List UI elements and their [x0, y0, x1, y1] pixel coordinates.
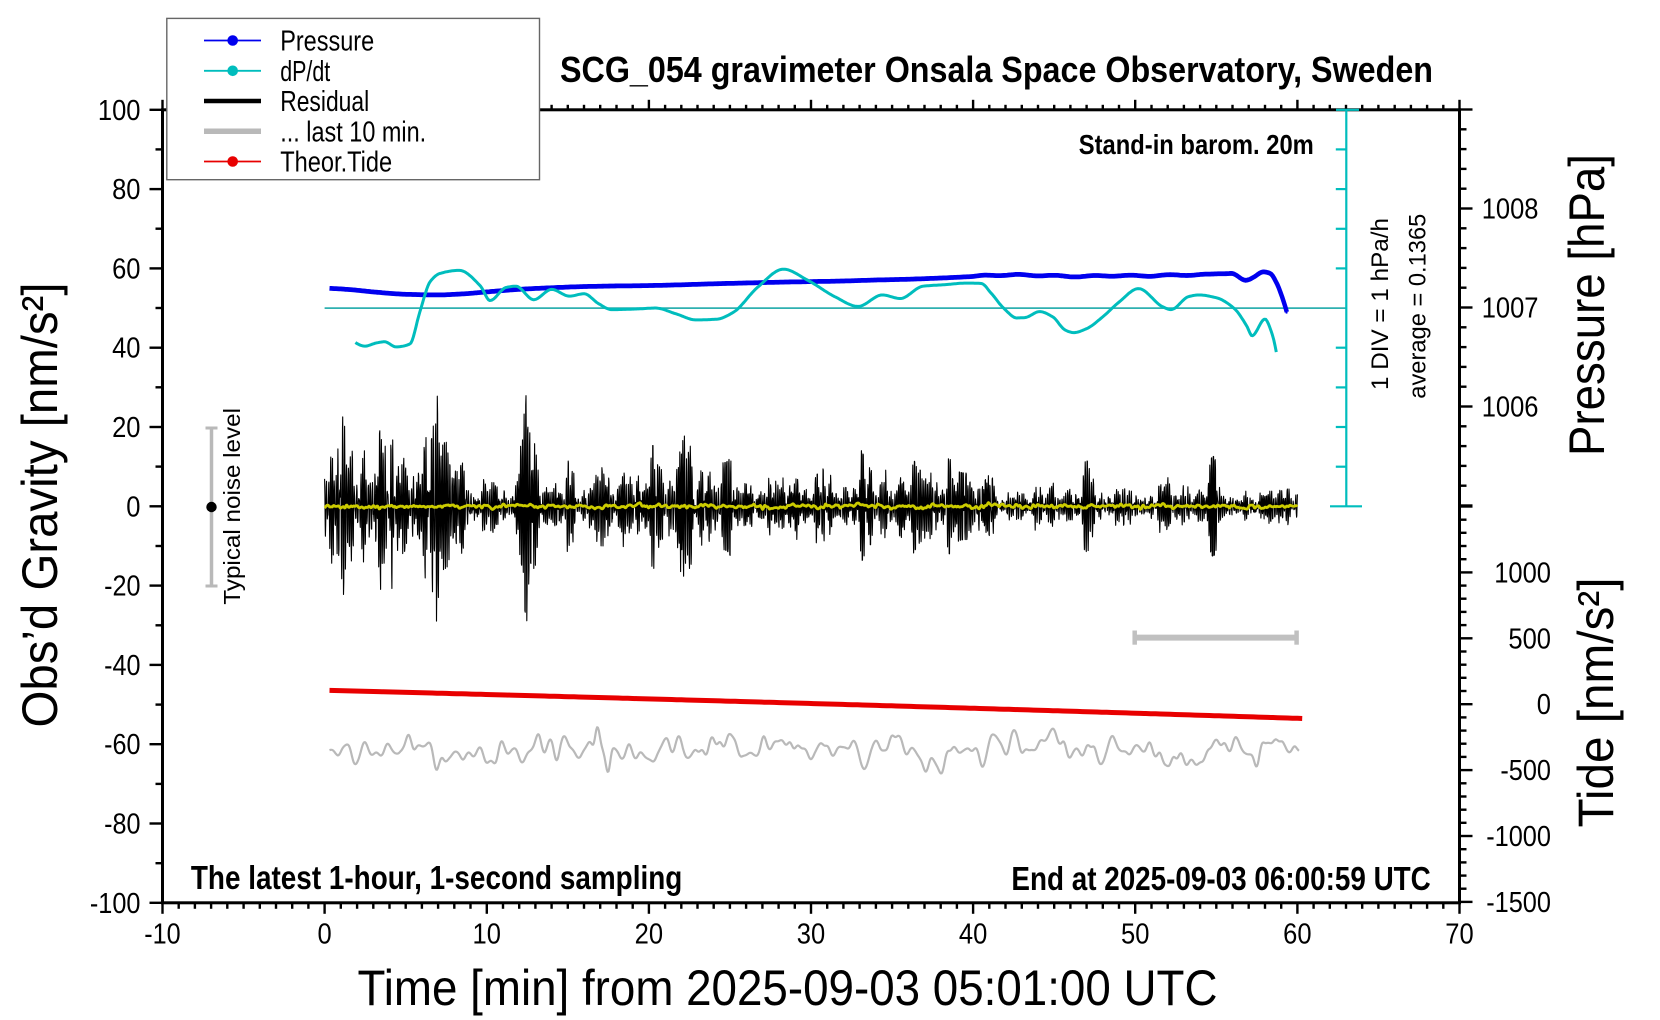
svg-text:40: 40	[959, 919, 987, 951]
svg-text:20: 20	[112, 412, 140, 444]
svg-text:100: 100	[98, 95, 141, 127]
svg-text:SCG_054 gravimeter Onsala Spac: SCG_054 gravimeter Onsala Space Observat…	[560, 49, 1433, 90]
svg-text:The latest 1-hour, 1-second sa: The latest 1-hour, 1-second sampling	[191, 859, 682, 896]
svg-text:Time [min] from 2025-09-03 05:: Time [min] from 2025-09-03 05:01:00 UTC	[358, 960, 1218, 1016]
svg-text:Tide [nm/s²]: Tide [nm/s²]	[1568, 578, 1624, 828]
svg-text:10: 10	[473, 919, 501, 951]
svg-text:-20: -20	[104, 571, 140, 603]
svg-text:0: 0	[318, 919, 332, 951]
svg-text:60: 60	[1283, 919, 1311, 951]
svg-text:... last 10 min.: ... last 10 min.	[280, 116, 426, 148]
svg-text:-10: -10	[144, 919, 180, 951]
svg-text:average = 0.1365: average = 0.1365	[1405, 214, 1432, 399]
svg-text:Typical noise level: Typical noise level	[219, 408, 245, 605]
svg-text:-500: -500	[1500, 755, 1551, 787]
svg-text:Residual: Residual	[280, 86, 369, 118]
svg-text:-1500: -1500	[1486, 887, 1551, 919]
svg-text:-1000: -1000	[1486, 821, 1551, 853]
svg-text:0: 0	[126, 491, 140, 523]
svg-text:-100: -100	[90, 888, 141, 920]
svg-text:End at 2025-09-03 06:00:59 UTC: End at 2025-09-03 06:00:59 UTC	[1011, 860, 1430, 897]
svg-text:Pressure: Pressure	[280, 26, 374, 58]
svg-text:1000: 1000	[1494, 557, 1551, 589]
svg-text:1008: 1008	[1482, 194, 1539, 226]
svg-text:60: 60	[112, 253, 140, 285]
svg-text:1007: 1007	[1482, 293, 1539, 325]
svg-text:50: 50	[1121, 919, 1149, 951]
svg-text:20: 20	[635, 919, 663, 951]
svg-text:Pressure [hPa]: Pressure [hPa]	[1559, 154, 1615, 456]
svg-text:Obs’d Gravity [nm/s²]: Obs’d Gravity [nm/s²]	[12, 283, 68, 728]
svg-text:70: 70	[1445, 919, 1473, 951]
svg-text:30: 30	[797, 919, 825, 951]
svg-text:-80: -80	[104, 809, 140, 841]
svg-text:Stand-in barom. 20m: Stand-in barom. 20m	[1079, 129, 1314, 160]
svg-text:-60: -60	[104, 729, 140, 761]
svg-text:0: 0	[1537, 689, 1551, 721]
svg-text:-40: -40	[104, 650, 140, 682]
svg-text:1 DIV = 1 hPa/h: 1 DIV = 1 hPa/h	[1367, 218, 1394, 390]
svg-text:dP/dt: dP/dt	[280, 56, 330, 88]
svg-text:40: 40	[112, 333, 140, 365]
svg-text:500: 500	[1508, 623, 1551, 655]
svg-text:1006: 1006	[1482, 392, 1539, 424]
svg-text:Theor.Tide: Theor.Tide	[280, 147, 392, 179]
svg-text:80: 80	[112, 174, 140, 206]
